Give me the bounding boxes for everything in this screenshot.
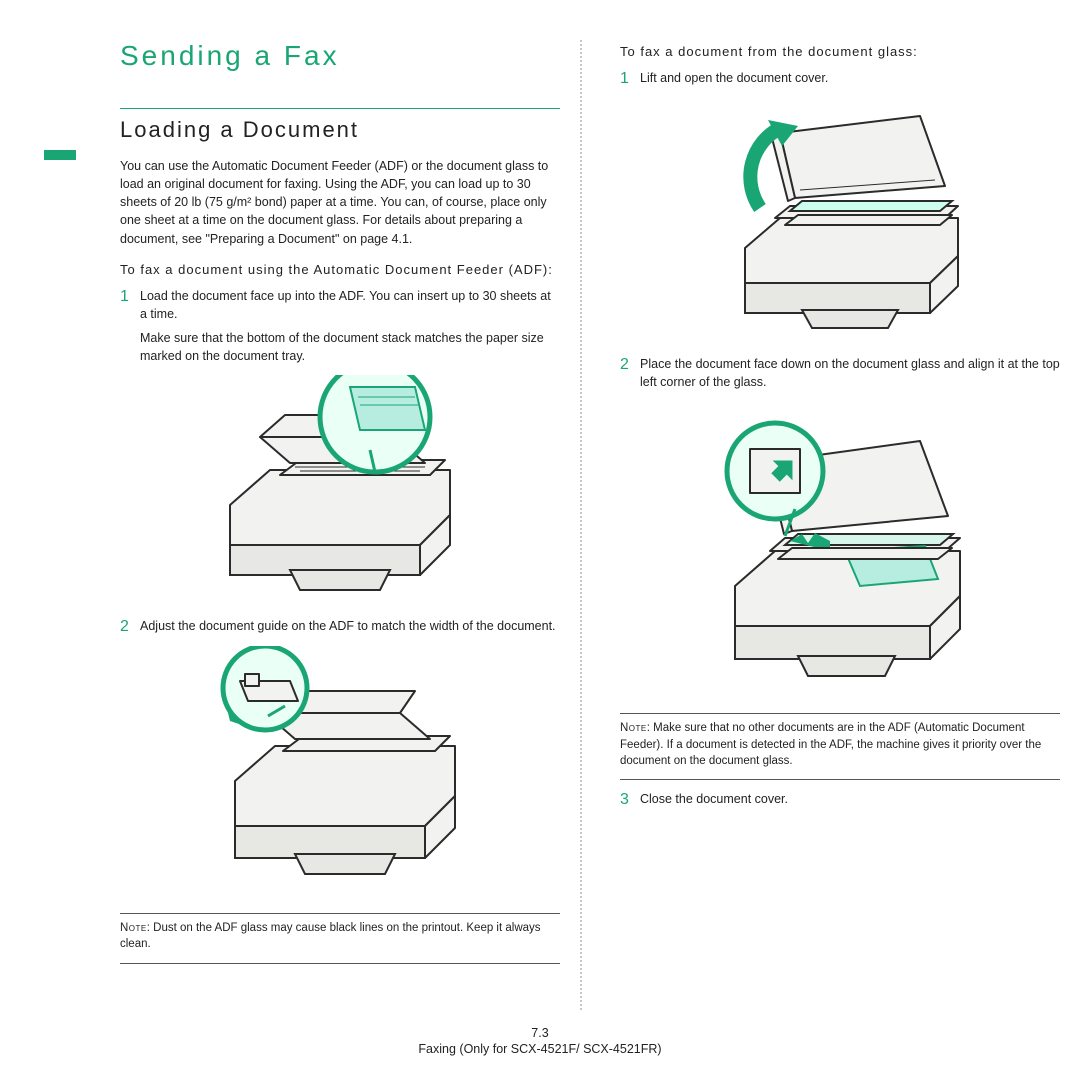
- step-number: 1: [620, 69, 640, 88]
- page-number: 7.3: [0, 1026, 1080, 1040]
- chapter-title: Sending a Fax: [120, 40, 560, 72]
- step-text-main: Load the document face up into the ADF. …: [140, 289, 551, 321]
- column-divider: [580, 40, 582, 1010]
- step-number: 2: [620, 355, 640, 391]
- step-text: Load the document face up into the ADF. …: [140, 287, 560, 366]
- step-number: 3: [620, 790, 640, 809]
- note-rule-top: [620, 713, 1060, 714]
- left-column: Sending a Fax Loading a Document You can…: [120, 40, 560, 970]
- illustration-lift-cover: [690, 98, 990, 343]
- note-label: Note: [620, 722, 647, 734]
- intro-paragraph: You can use the Automatic Document Feede…: [120, 157, 560, 248]
- glass-step-3: 3 Close the document cover.: [620, 790, 1060, 809]
- note-label: Note: [120, 922, 147, 934]
- note-body: : Dust on the ADF glass may cause black …: [120, 922, 541, 950]
- adf-step-1: 1 Load the document face up into the ADF…: [120, 287, 560, 366]
- step-text: Close the document cover.: [640, 790, 788, 809]
- page-footer: 7.3 Faxing (Only for SCX-4521F/ SCX-4521…: [0, 1026, 1080, 1056]
- footer-section-label: Faxing (Only for SCX-4521F/ SCX-4521FR): [0, 1042, 1080, 1056]
- adf-step-2: 2 Adjust the document guide on the ADF t…: [120, 617, 560, 636]
- glass-step-2: 2 Place the document face down on the do…: [620, 355, 1060, 391]
- note-body: : Make sure that no other documents are …: [620, 722, 1041, 766]
- step-text: Adjust the document guide on the ADF to …: [140, 617, 556, 636]
- right-column: To fax a document from the document glas…: [620, 40, 1060, 815]
- step-number: 1: [120, 287, 140, 366]
- glass-step-1: 1 Lift and open the document cover.: [620, 69, 1060, 88]
- section-rule: [120, 108, 560, 109]
- adf-note: Note: Dust on the ADF glass may cause bl…: [120, 920, 560, 952]
- step-number: 2: [120, 617, 140, 636]
- illustration-place-document: [680, 401, 1000, 701]
- illustration-adf-guide: [190, 646, 490, 901]
- step-text: Place the document face down on the docu…: [640, 355, 1060, 391]
- section-title: Loading a Document: [120, 117, 560, 143]
- glass-subheading: To fax a document from the document glas…: [620, 44, 1060, 59]
- step-text: Lift and open the document cover.: [640, 69, 828, 88]
- note-rule-top: [120, 913, 560, 914]
- note-rule-bottom: [120, 963, 560, 964]
- note-rule-bottom: [620, 779, 1060, 780]
- glass-note: Note: Make sure that no other documents …: [620, 720, 1060, 768]
- adf-subheading: To fax a document using the Automatic Do…: [120, 262, 560, 277]
- accent-square: [44, 150, 76, 160]
- step-subtext: Make sure that the bottom of the documen…: [140, 329, 560, 365]
- illustration-adf-load: [190, 375, 490, 605]
- page: Sending a Fax Loading a Document You can…: [0, 0, 1080, 1080]
